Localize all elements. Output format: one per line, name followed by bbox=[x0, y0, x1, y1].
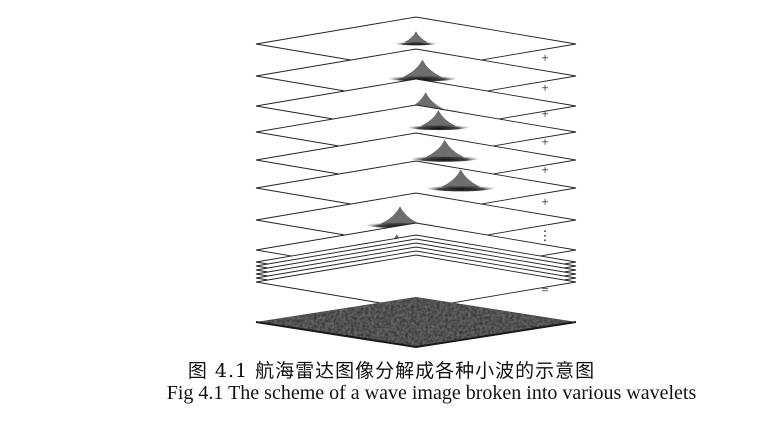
wavelet-layer bbox=[255, 192, 577, 248]
plus-operator: + bbox=[541, 134, 548, 149]
wave-surface bbox=[255, 297, 577, 349]
caption-english: Fig 4.1 The scheme of a wave image broke… bbox=[166, 382, 697, 404]
ellipsis-operator: ⋮ bbox=[539, 228, 552, 243]
wavelet-peak bbox=[426, 139, 464, 158]
plus-operator: + bbox=[541, 162, 548, 177]
plus-operator: + bbox=[541, 50, 548, 65]
wavelet-peak bbox=[442, 169, 480, 188]
caption-chinese: 图 4.1 航海雷达图像分解成各种小波的示意图 bbox=[187, 360, 596, 382]
wavelet-layer bbox=[255, 160, 577, 216]
equals-operator: = bbox=[541, 282, 548, 297]
plus-operator: + bbox=[541, 80, 548, 95]
plus-operator: + bbox=[541, 194, 548, 209]
wavelet-peak bbox=[381, 206, 419, 224]
wavelet-layer bbox=[255, 132, 577, 188]
stacked-sheet bbox=[255, 254, 577, 310]
wavelet-peak bbox=[421, 110, 456, 127]
wavelet-peak bbox=[403, 59, 442, 78]
plus-operator: + bbox=[541, 106, 548, 121]
wavelet-peak bbox=[404, 31, 428, 43]
wavelet-layer bbox=[255, 48, 577, 104]
